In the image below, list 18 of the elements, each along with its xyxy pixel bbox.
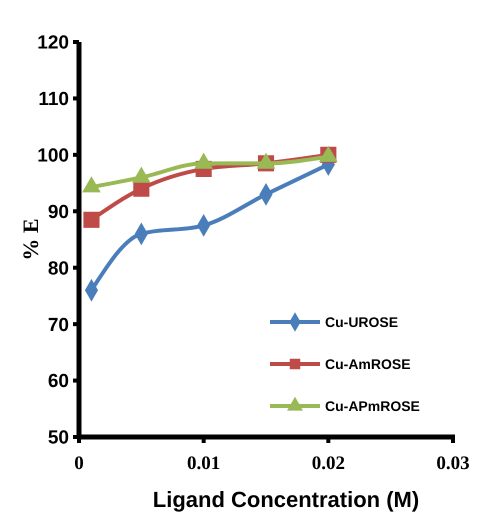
legend-label: Cu-AmROSE xyxy=(325,356,411,372)
y-tick-label: 80 xyxy=(48,258,69,280)
x-tick-label: 0.02 xyxy=(312,453,345,474)
y-axis-title: % E xyxy=(18,218,43,261)
x-tick-label: 0.03 xyxy=(436,453,470,474)
legend-label: Cu-UROSE xyxy=(325,314,398,330)
y-tick-label: 70 xyxy=(48,314,69,336)
x-axis-title: Ligand Concentration (M) xyxy=(152,487,420,512)
y-tick-label: 100 xyxy=(37,146,69,167)
legend-label: Cu-APmROSE xyxy=(325,398,420,414)
y-tick-label: 60 xyxy=(48,371,69,392)
y-tick-label: 90 xyxy=(48,202,69,223)
x-tick-label: 0.01 xyxy=(187,453,220,474)
y-tick-label: 50 xyxy=(48,428,69,449)
x-tick-label: 0 xyxy=(74,453,84,474)
y-tick-label: 120 xyxy=(37,32,69,54)
point xyxy=(83,212,100,228)
y-tick-label: 110 xyxy=(38,89,69,110)
